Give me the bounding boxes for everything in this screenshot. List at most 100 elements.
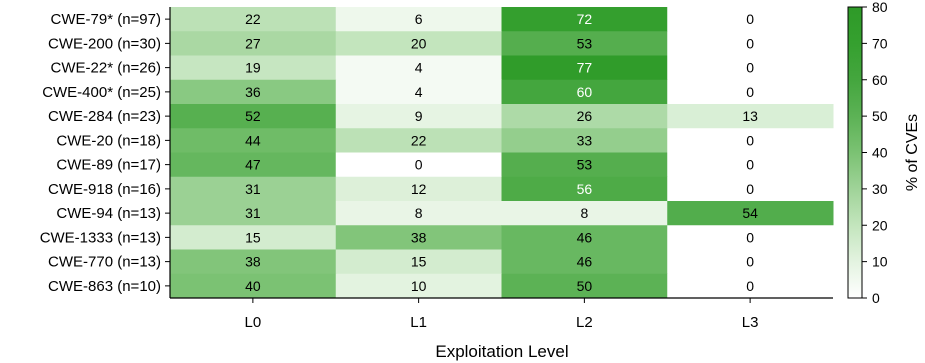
cell-value-label: 0 — [746, 229, 754, 245]
heatmap-cell — [335, 201, 502, 226]
colorbar-tick-label: 10 — [872, 254, 888, 270]
cell-value-label: 54 — [742, 205, 758, 221]
heatmap-cell — [335, 31, 502, 56]
heatmap-cell — [667, 104, 834, 129]
heatmap-cell — [501, 201, 668, 226]
cell-value-label: 15 — [411, 254, 427, 270]
heatmap-cell — [667, 7, 834, 32]
cell-value-label: 27 — [245, 35, 261, 51]
heatmap-cell — [501, 225, 668, 250]
heatmap-cell — [501, 128, 668, 153]
x-tick-labels: L0 L1 L2 L3 — [245, 314, 759, 331]
x-tick-label: L3 — [742, 314, 759, 331]
cell-value-label: 10 — [411, 278, 427, 294]
heatmap-cell — [667, 273, 834, 299]
y-tick-label: CWE-400* (n=25) — [42, 84, 161, 101]
heatmap-cell — [335, 55, 502, 81]
colorbar-gradient — [847, 6, 863, 299]
heatmap-cell — [501, 273, 668, 299]
cell-value-label: 0 — [746, 132, 754, 148]
colorbar: 0 10 20 30 40 50 60 70 80 % of CVEs — [847, 0, 921, 306]
colorbar-tick-label: 50 — [872, 108, 888, 124]
cell-value-label: 50 — [577, 278, 593, 294]
cell-value-label: 47 — [245, 157, 261, 173]
cell-value-label: 46 — [577, 229, 593, 245]
heatmap-cell — [170, 128, 337, 153]
cell-value-label: 4 — [415, 84, 423, 100]
cell-value-label: 52 — [245, 108, 261, 124]
y-tick-label: CWE-1333 (n=13) — [40, 229, 161, 246]
colorbar-tick-label: 20 — [872, 217, 888, 233]
heatmap-cell — [335, 152, 502, 178]
colorbar-tick-label: 40 — [872, 145, 888, 161]
heatmap-cell — [501, 249, 668, 275]
cell-value-label: 72 — [577, 11, 593, 27]
cell-value-label: 4 — [415, 60, 423, 76]
heatmap-cell — [170, 152, 337, 178]
heatmap-cell — [667, 176, 834, 202]
x-tick-label: L2 — [576, 314, 593, 331]
cell-value-label: 0 — [746, 181, 754, 197]
cell-value-label: 46 — [577, 254, 593, 270]
cell-value-label: 0 — [415, 157, 423, 173]
colorbar-title: % of CVEs — [904, 114, 921, 191]
heatmap-cell — [335, 249, 502, 275]
colorbar-tick-label: 60 — [872, 72, 888, 88]
cell-value-label: 0 — [746, 60, 754, 76]
heatmap-cell — [667, 225, 834, 250]
y-tick-labels: CWE-79* (n=97) CWE-200 (n=30) CWE-22* (n=2… — [40, 11, 161, 295]
heatmap-cell — [501, 176, 668, 202]
colorbar-tick-label: 70 — [872, 35, 888, 51]
heatmap-cell — [170, 79, 337, 105]
cell-value-label: 20 — [411, 35, 427, 51]
heatmap-cell — [667, 55, 834, 81]
y-tick-label: CWE-89 (n=17) — [56, 157, 161, 174]
cell-value-label: 56 — [577, 181, 593, 197]
cell-value-label: 36 — [245, 84, 261, 100]
cell-value-label: 0 — [746, 254, 754, 270]
cell-value-label: 8 — [415, 205, 423, 221]
cell-value-label: 44 — [245, 132, 261, 148]
cell-value-label: 60 — [577, 84, 593, 100]
heatmap-cell — [501, 104, 668, 129]
cell-value-label: 77 — [577, 60, 593, 76]
heatmap-cell — [170, 273, 337, 299]
cell-value-label: 0 — [746, 278, 754, 294]
cell-value-label: 15 — [245, 229, 261, 245]
x-axis-title: Exploitation Level — [435, 342, 568, 361]
heatmap-cell — [667, 152, 834, 178]
heatmap-cell — [501, 152, 668, 178]
cell-value-label: 9 — [415, 108, 423, 124]
y-tick-label: CWE-200 (n=30) — [48, 35, 161, 52]
cell-value-label: 53 — [577, 157, 593, 173]
cell-value-label: 22 — [411, 132, 427, 148]
heatmap-cell — [170, 201, 337, 226]
y-tick-label: CWE-22* (n=26) — [51, 60, 161, 77]
heatmap-cell — [667, 201, 834, 226]
cell-value-label: 8 — [580, 205, 588, 221]
heatmap-cell — [667, 31, 834, 56]
axes — [165, 7, 833, 303]
heatmap-cell — [335, 273, 502, 299]
cell-value-label: 40 — [245, 278, 261, 294]
cell-value-label: 38 — [245, 254, 261, 270]
heatmap-cell — [501, 31, 668, 56]
heatmap-cell — [335, 104, 502, 129]
heatmap-cell — [170, 7, 337, 32]
cell-value-label: 0 — [746, 84, 754, 100]
cell-value-label: 53 — [577, 35, 593, 51]
cell-value-label: 26 — [577, 108, 593, 124]
colorbar-tick-label: 0 — [872, 290, 880, 306]
x-tick-label: L1 — [410, 314, 427, 331]
cell-value-label: 33 — [577, 132, 593, 148]
heatmap-cell — [501, 7, 668, 32]
heatmap-cell — [335, 128, 502, 153]
heatmap-cell — [170, 176, 337, 202]
cell-value-label: 13 — [742, 108, 758, 124]
y-tick-label: CWE-20 (n=18) — [56, 132, 161, 149]
heatmap-cell — [170, 55, 337, 81]
heatmap-cell — [667, 128, 834, 153]
cell-value-label: 31 — [245, 181, 261, 197]
